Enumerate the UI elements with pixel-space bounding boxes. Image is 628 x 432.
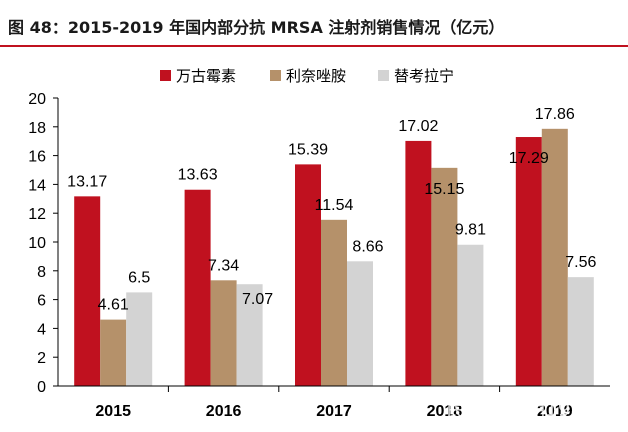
legend-label-2: 替考拉宁: [394, 67, 454, 85]
y-tick-label: 20: [28, 91, 46, 108]
watermark: 民度 · 申明1988: [446, 397, 596, 421]
data-label: 15.15: [424, 181, 464, 198]
bar-2018-series-0: [405, 140, 432, 386]
bar-2019-series-2: [567, 277, 594, 386]
bar-2019-series-0: [515, 137, 542, 386]
bar-2016-series-1: [210, 280, 237, 386]
y-tick-label: 12: [28, 206, 46, 223]
bar-2018-series-2: [457, 244, 484, 386]
data-label: 15.39: [288, 141, 328, 158]
bar-2019-series-1: [541, 128, 568, 387]
bar-2017-series-0: [295, 164, 321, 386]
data-label: 9.81: [455, 222, 486, 239]
data-label: 6.5: [128, 269, 150, 286]
bar-2017-series-1: [321, 219, 347, 386]
data-labels: 13.17 4.61 6.5 13.63 7.347.07 15.39 11.54 8.66 1…: [67, 106, 596, 314]
bar-2015-series-1: [100, 319, 127, 386]
x-tick-label: 2015: [95, 403, 131, 420]
data-label: 17.02: [398, 118, 438, 135]
data-label: 7.34: [208, 257, 239, 274]
x-tick-label: 2016: [206, 403, 242, 420]
bar-2015-series-0: [74, 196, 101, 386]
y-tick-label: 14: [28, 177, 46, 194]
bar-2016-series-2: [236, 284, 263, 386]
y-tick-label: 10: [28, 235, 46, 252]
x-tick-label: 2017: [316, 403, 352, 420]
data-label: 7.07: [242, 291, 273, 308]
bar-2015-series-2: [126, 292, 153, 386]
y-tick-label: 0: [37, 379, 46, 396]
y-tick-label: 18: [28, 120, 46, 137]
bar-2017-series-2: [347, 261, 373, 386]
data-label: 7.56: [565, 254, 596, 271]
legend: 万古霉素 利奈唑胺 替考拉宁: [160, 67, 454, 85]
y-tick-label: 2: [37, 350, 46, 367]
legend-swatch-0: [160, 70, 171, 81]
bar-2016-series-0: [184, 189, 211, 386]
data-label: 17.29: [509, 150, 549, 167]
legend-swatch-2: [378, 70, 389, 81]
x-tick-label: 2018: [427, 403, 463, 420]
bar-2018-series-1: [431, 167, 458, 386]
x-tick-label: 2019: [537, 403, 573, 420]
y-tick-label: 8: [37, 264, 46, 281]
data-label: 4.61: [98, 297, 129, 314]
legend-label-1: 利奈唑胺: [286, 67, 346, 85]
legend-label-0: 万古霉素: [176, 67, 236, 85]
y-tick-label: 6: [37, 293, 46, 310]
data-label: 13.17: [67, 173, 107, 190]
y-tick-label: 16: [28, 149, 46, 166]
x-axis: 2015 2016 2017 2018 2019: [58, 385, 610, 420]
bars: [74, 128, 594, 387]
data-label: 13.63: [178, 167, 218, 184]
y-axis: 0 2 4 6 8 10 12 14 16 18 20: [28, 91, 59, 396]
data-label: 11.54: [315, 197, 354, 214]
data-label: 8.66: [352, 238, 383, 255]
legend-swatch-1: [270, 70, 281, 81]
data-label: 17.86: [535, 106, 575, 123]
y-tick-label: 4: [37, 321, 46, 338]
chart-title: 图 48：2015-2019 年国内部分抗 MRSA 注射剂销售情况（亿元）: [8, 18, 504, 37]
